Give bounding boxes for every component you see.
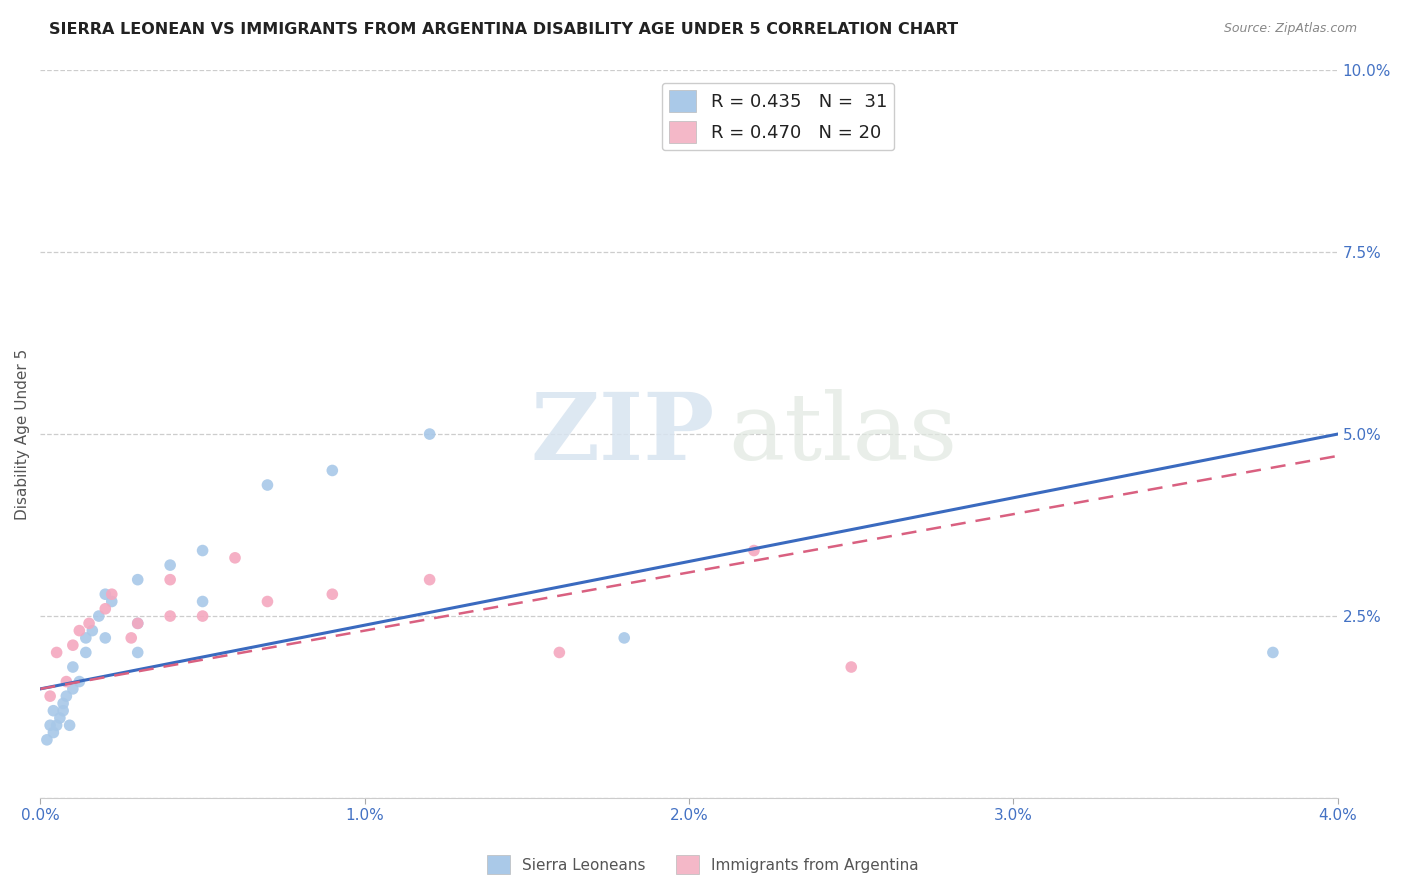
Point [42, 725, 65, 739]
Point [52, 697, 75, 711]
Point [419, 573, 441, 587]
Point [94, 631, 117, 645]
Point [49, 711, 72, 725]
Point [62, 638, 84, 652]
Text: ZIP: ZIP [531, 389, 716, 479]
Point [191, 543, 214, 558]
Point [77, 616, 100, 631]
Legend: R = 0.435   N =  31, R = 0.470   N = 20: R = 0.435 N = 31, R = 0.470 N = 20 [662, 83, 894, 150]
Point [42, 704, 65, 718]
Point [82, 624, 104, 638]
Point [256, 594, 278, 608]
Text: SIERRA LEONEAN VS IMMIGRANTS FROM ARGENTINA DISABILITY AGE UNDER 5 CORRELATION C: SIERRA LEONEAN VS IMMIGRANTS FROM ARGENT… [49, 22, 959, 37]
Point [94, 587, 117, 601]
Point [59, 718, 82, 732]
Point [321, 463, 343, 477]
Point [191, 609, 214, 624]
Point [127, 645, 149, 659]
Point [742, 543, 765, 558]
Point [1261, 645, 1284, 659]
Point [419, 427, 441, 442]
Point [75, 631, 97, 645]
Point [62, 660, 84, 674]
Point [256, 478, 278, 492]
Point [100, 594, 122, 608]
Point [62, 681, 84, 696]
Point [159, 558, 181, 573]
Point [45, 645, 67, 659]
Point [94, 601, 117, 615]
Point [67, 624, 90, 638]
Legend: Sierra Leoneans, Immigrants from Argentina: Sierra Leoneans, Immigrants from Argenti… [481, 849, 925, 880]
Point [127, 573, 149, 587]
Point [159, 609, 181, 624]
Point [224, 550, 246, 565]
Y-axis label: Disability Age Under 5: Disability Age Under 5 [15, 349, 30, 520]
Point [39, 689, 62, 703]
Point [839, 660, 862, 674]
Point [55, 689, 77, 703]
Point [39, 718, 62, 732]
Point [45, 718, 67, 732]
Point [321, 587, 343, 601]
Text: atlas: atlas [728, 389, 957, 479]
Point [159, 573, 181, 587]
Point [35, 732, 58, 747]
Point [67, 674, 90, 689]
Point [127, 616, 149, 631]
Point [191, 594, 214, 608]
Point [120, 631, 142, 645]
Point [87, 609, 110, 624]
Point [127, 616, 149, 631]
Point [613, 631, 636, 645]
Point [55, 674, 77, 689]
Point [548, 645, 571, 659]
Point [75, 645, 97, 659]
Point [100, 587, 122, 601]
Point [52, 704, 75, 718]
Text: Source: ZipAtlas.com: Source: ZipAtlas.com [1223, 22, 1357, 36]
